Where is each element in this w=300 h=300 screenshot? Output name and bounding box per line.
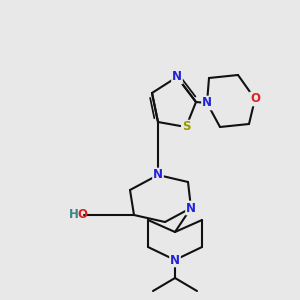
Text: O: O [77, 208, 87, 221]
Text: N: N [170, 254, 180, 266]
Text: N: N [186, 202, 196, 214]
Text: N: N [153, 169, 163, 182]
Text: S: S [182, 121, 190, 134]
Text: N: N [172, 70, 182, 83]
Text: O: O [250, 92, 260, 106]
Text: H: H [69, 208, 79, 221]
Text: N: N [202, 97, 212, 110]
